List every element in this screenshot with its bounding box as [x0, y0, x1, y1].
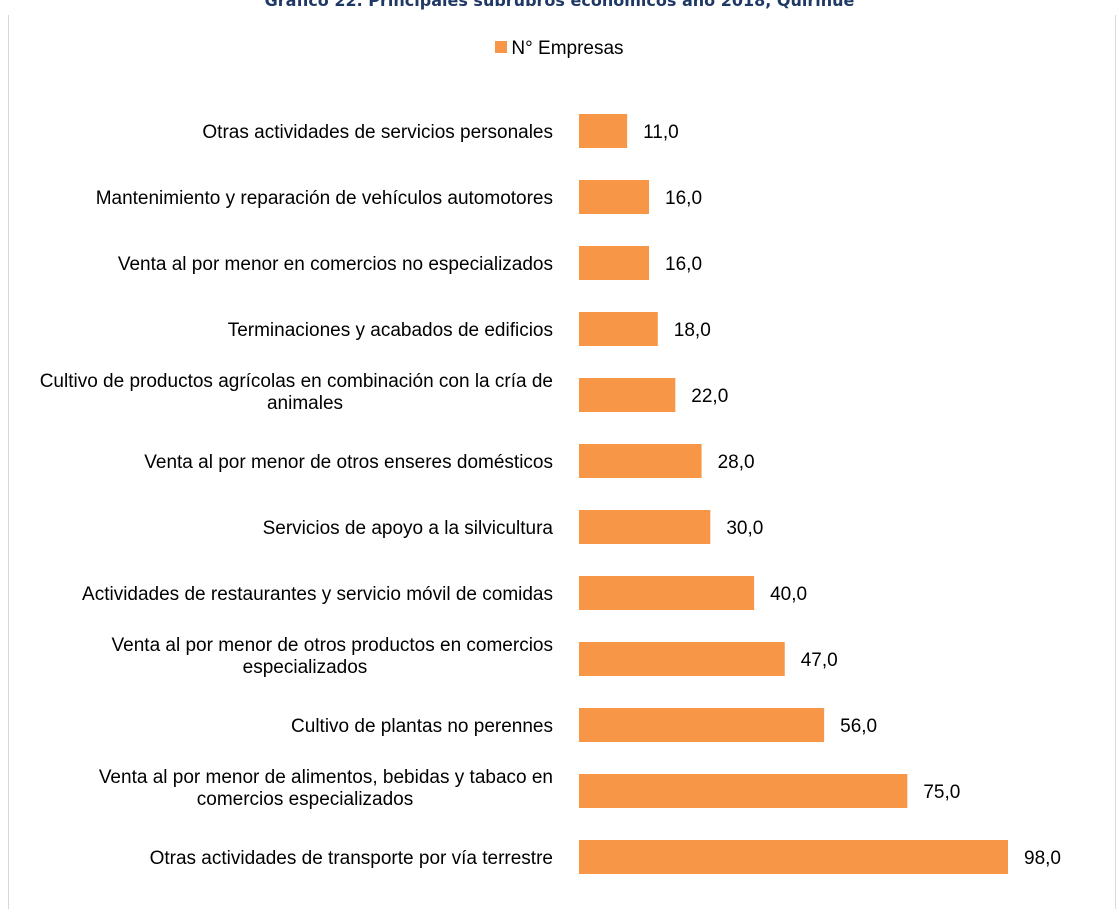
- data-label: 47,0: [801, 650, 838, 671]
- data-label: 18,0: [674, 320, 711, 341]
- bar: [579, 378, 676, 412]
- category-label: Mantenimiento y reparación de vehículos …: [96, 188, 553, 209]
- category-label: Otras actividades de servicios personale…: [202, 122, 553, 143]
- legend-swatch: [495, 41, 508, 53]
- category-label: especializados: [243, 657, 368, 678]
- category-label: Otras actividades de transporte por vía …: [150, 848, 553, 869]
- category-label: animales: [267, 393, 343, 414]
- legend-label: N° Empresas: [511, 38, 624, 59]
- category-label: Actividades de restaurantes y servicio m…: [82, 584, 553, 605]
- data-label: 98,0: [1024, 848, 1061, 869]
- data-label: 22,0: [691, 386, 728, 407]
- bar: [579, 312, 658, 346]
- bar: [579, 180, 650, 214]
- category-label: Venta al por menor de otros enseres domé…: [144, 452, 553, 473]
- data-label: 75,0: [923, 782, 960, 803]
- bar: [579, 444, 702, 478]
- category-label: Cultivo de productos agrícolas en combin…: [40, 371, 553, 392]
- bar: [579, 576, 755, 610]
- category-label: Venta al por menor en comercios no espec…: [118, 254, 553, 275]
- bar: [579, 510, 711, 544]
- data-label: 30,0: [726, 518, 763, 539]
- data-label: 56,0: [840, 716, 877, 737]
- chart-frame: [8, 15, 1116, 909]
- bar: [579, 642, 785, 676]
- chart-title: Gráfico 22. Principales subrubros económ…: [264, 0, 855, 10]
- bar: [579, 774, 908, 808]
- data-label: 40,0: [770, 584, 807, 605]
- category-label: comercios especializados: [197, 789, 414, 810]
- legend: N° Empresas: [0, 38, 1119, 60]
- category-label: Terminaciones y acabados de edificios: [228, 320, 553, 341]
- category-label: Venta al por menor de otros productos en…: [112, 635, 553, 656]
- data-label: 16,0: [665, 188, 702, 209]
- category-label: Venta al por menor de alimentos, bebidas…: [99, 767, 553, 788]
- bar: [579, 114, 628, 148]
- data-label: 16,0: [665, 254, 702, 275]
- bar: [579, 246, 650, 280]
- category-label: Servicios de apoyo a la silvicultura: [263, 518, 554, 539]
- category-label: Cultivo de plantas no perennes: [291, 716, 553, 737]
- bar: [579, 840, 1008, 874]
- bar: [579, 708, 825, 742]
- data-label: 11,0: [643, 122, 679, 143]
- data-label: 28,0: [718, 452, 755, 473]
